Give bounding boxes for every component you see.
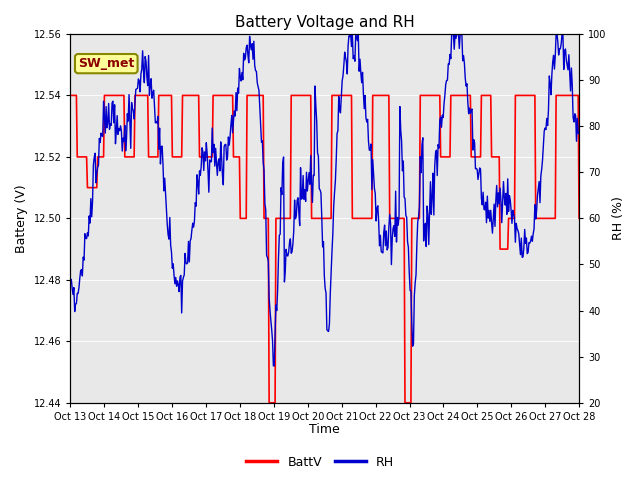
RH [157,161,164,167]
Text: SW_met: SW_met [78,57,134,70]
Line: BattV: BattV [70,96,579,403]
BattV [407,400,415,406]
BattV [197,154,205,160]
RH [67,280,74,286]
RH [451,31,459,37]
Y-axis label: Battery (V): Battery (V) [15,184,28,252]
RH [347,31,355,37]
X-axis label: Time: Time [309,423,340,436]
BattV [575,216,583,221]
Y-axis label: RH (%): RH (%) [612,196,625,240]
Line: RH: RH [70,34,579,366]
RH [368,187,376,192]
Legend: BattV, RH: BattV, RH [241,451,399,474]
RH [197,163,205,169]
RH [269,363,277,369]
BattV [367,216,375,221]
BattV [157,93,164,98]
BattV [298,93,305,98]
BattV [451,93,458,98]
RH [408,319,415,325]
Title: Battery Voltage and RH: Battery Voltage and RH [235,15,415,30]
BattV [266,400,273,406]
RH [298,196,305,202]
BattV [67,93,74,98]
RH [575,131,583,136]
